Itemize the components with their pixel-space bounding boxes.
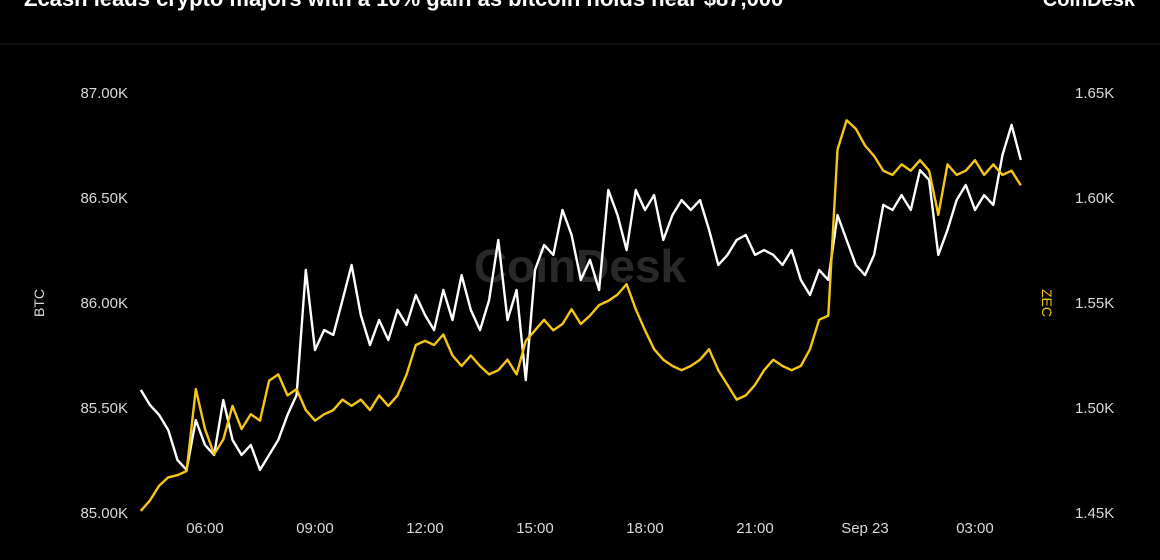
y-tick-label: 86.00K (80, 295, 128, 312)
logo: CoinDesk (1043, 0, 1136, 11)
x-tick-label: 21:00 (736, 520, 774, 537)
x-tick-label: 09:00 (296, 520, 334, 537)
y2-tick-label: 1.55K (1075, 295, 1114, 312)
y2-tick-label: 1.60K (1075, 190, 1114, 207)
y-tick-label: 85.00K (80, 505, 128, 522)
x-tick-label: 06:00 (186, 520, 224, 537)
x-tick-label: 03:00 (956, 520, 994, 537)
y2-tick-label: 1.65K (1075, 85, 1114, 102)
y-tick-label: 85.50K (80, 400, 128, 417)
y2-axis-label: ZEC (1039, 289, 1055, 317)
series-line (139, 123, 1022, 472)
y2-tick-label: 1.45K (1075, 505, 1114, 522)
x-tick-label: 18:00 (626, 520, 664, 537)
x-tick-label: 12:00 (406, 520, 444, 537)
y-tick-label: 86.50K (80, 190, 128, 207)
x-tick-label: 15:00 (516, 520, 554, 537)
y-tick-label: 87.00K (80, 85, 128, 102)
watermark: CoinDesk (474, 240, 687, 292)
y2-tick-label: 1.50K (1075, 400, 1114, 417)
y-axis-label: BTC (31, 289, 47, 317)
series-line (139, 119, 1022, 512)
chart-title: Zcash leads crypto majors with a 10% gai… (24, 0, 783, 11)
x-tick-label: Sep 23 (841, 520, 889, 537)
